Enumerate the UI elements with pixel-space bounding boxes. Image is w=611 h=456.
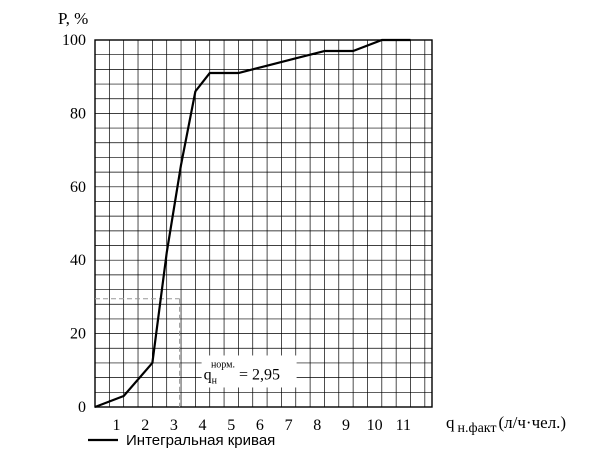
x-tick-label: 1	[113, 417, 121, 434]
y-tick-label: 80	[70, 105, 86, 122]
x-tick-label: 7	[285, 417, 293, 434]
reference-lines	[95, 298, 181, 407]
annotation: qн норм. = 2,95	[201, 355, 297, 388]
x-tick-label: 9	[342, 417, 350, 434]
x-tick-label: 3	[170, 417, 178, 434]
x-tick-label: 11	[396, 417, 411, 434]
x-axis-label-subscript: н.факт	[458, 421, 497, 436]
grid	[94, 39, 433, 408]
y-tick-label: 20	[70, 326, 86, 343]
plot-frame	[94, 39, 433, 408]
annotation-main: q	[204, 366, 212, 383]
annotation-superscript: норм.	[211, 359, 235, 370]
series-line	[94, 38, 411, 409]
y-tick-labels: 0 20 40 60 80 100	[62, 32, 86, 416]
x-tick-label: 4	[199, 417, 207, 434]
x-axis-label-main: q	[446, 413, 455, 432]
y-tick-label: 40	[70, 252, 86, 269]
x-tick-labels: 1 2 3 4 5 6 7 8 9 10 11	[113, 417, 412, 434]
x-axis-label-unit: (л/ч·чел.)	[499, 413, 567, 432]
x-tick-label: 6	[256, 417, 264, 434]
y-axis-label: P, %	[58, 9, 88, 28]
series-layer	[94, 38, 411, 409]
y-tick-label: 0	[78, 399, 86, 416]
legend: Интегральная кривая	[88, 432, 275, 449]
x-tick-label: 10	[367, 417, 383, 434]
annotation-background	[201, 355, 297, 388]
annotation-text: qн норм. = 2,95	[204, 359, 280, 386]
svg-text:qн.факт(л/ч·чел.): q н.факт (л/ч·чел.)	[446, 413, 566, 436]
legend-label: Интегральная кривая	[126, 432, 275, 449]
x-tick-label: 8	[313, 417, 321, 434]
y-tick-label: 100	[62, 32, 86, 49]
y-tick-label: 60	[70, 179, 86, 196]
x-axis-label: q н.факт (л/ч·чел.)	[446, 413, 566, 436]
x-tick-label: 5	[227, 417, 235, 434]
x-tick-label: 2	[141, 417, 149, 434]
annotation-subscript: н	[212, 375, 218, 386]
annotation-value: = 2,95	[235, 366, 280, 383]
